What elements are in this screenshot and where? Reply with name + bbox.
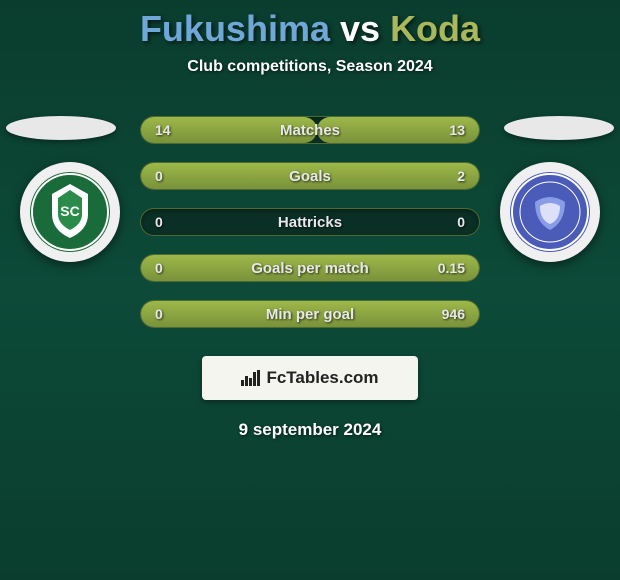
stat-row: 0 Goals 2 <box>140 162 480 190</box>
bar-chart-icon <box>241 370 260 386</box>
club-badge-right-inner <box>510 172 590 252</box>
stat-row: 0 Goals per match 0.15 <box>140 254 480 282</box>
player2-name: Koda <box>390 8 480 49</box>
stat-row: 14 Matches 13 <box>140 116 480 144</box>
stat-value-right: 946 <box>442 306 465 322</box>
stat-value-left: 0 <box>155 214 163 230</box>
stat-value-right: 0 <box>457 214 465 230</box>
stat-value-left: 14 <box>155 122 171 138</box>
club-badge-left-inner: SC <box>30 172 110 252</box>
club-badge-left: SC <box>20 162 120 262</box>
stat-row: 0 Min per goal 946 <box>140 300 480 328</box>
crest-icon <box>510 172 590 252</box>
stat-rows: 14 Matches 13 0 Goals 2 0 Hattricks 0 0 Goals per … <box>140 116 480 328</box>
stat-label: Goals <box>289 168 331 185</box>
stat-value-left: 0 <box>155 260 163 276</box>
vs-text: vs <box>340 8 380 49</box>
stat-label: Goals per match <box>251 260 369 277</box>
stats-container: SC 14 Matches 13 0 Goals 2 0 Hattricks 0 0 Goals p… <box>0 116 620 328</box>
player1-name: Fukushima <box>140 8 330 49</box>
stat-value-right: 0.15 <box>438 260 465 276</box>
date-text: 9 september 2024 <box>0 420 620 440</box>
brand-box[interactable]: FcTables.com <box>202 356 418 400</box>
svg-text:SC: SC <box>60 203 79 219</box>
stat-label: Min per goal <box>266 306 354 323</box>
stat-value-left: 0 <box>155 168 163 184</box>
shield-icon: SC <box>30 172 110 252</box>
brand-text: FcTables.com <box>266 368 378 388</box>
left-oval-shadow <box>6 116 116 140</box>
stat-row: 0 Hattricks 0 <box>140 208 480 236</box>
right-oval-shadow <box>504 116 614 140</box>
matchup-title: Fukushima vs Koda <box>0 8 620 50</box>
stat-value-right: 13 <box>449 122 465 138</box>
competition-subtitle: Club competitions, Season 2024 <box>0 58 620 76</box>
stat-value-left: 0 <box>155 306 163 322</box>
club-badge-right <box>500 162 600 262</box>
stat-label: Hattricks <box>278 214 342 231</box>
stat-value-right: 2 <box>457 168 465 184</box>
stat-label: Matches <box>280 122 340 139</box>
